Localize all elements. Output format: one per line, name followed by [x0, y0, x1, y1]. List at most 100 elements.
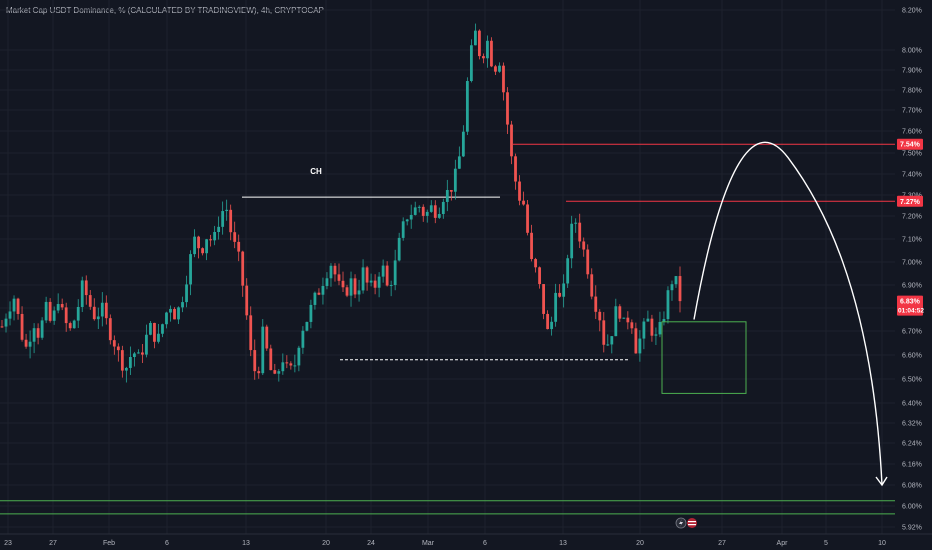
y-tick-label: 7.70% [902, 108, 922, 115]
candle-body [550, 321, 554, 330]
candle-body [397, 237, 401, 261]
candle-body [389, 285, 393, 287]
candle-body [52, 310, 56, 321]
overlays: CH [310, 141, 888, 529]
x-tick-label: 20 [322, 540, 330, 547]
candle-body [0, 326, 4, 328]
candle-body [333, 265, 337, 275]
y-tick-label: 6.70% [902, 329, 922, 336]
candle-body [674, 276, 678, 285]
y-tick-label: 8.20% [902, 8, 922, 15]
candle-body [157, 333, 160, 342]
candle-body [642, 321, 646, 339]
candle-body [317, 292, 321, 295]
candles [0, 23, 682, 383]
y-tick-label: 6.00% [902, 504, 922, 511]
candle-body [48, 301, 52, 321]
candle-body [590, 274, 594, 297]
candle-body [618, 306, 622, 319]
candle-body [361, 267, 365, 291]
candle-body [124, 367, 128, 371]
candle-body [277, 371, 281, 374]
candle-body [289, 363, 293, 366]
us-flag-stripe [688, 521, 696, 523]
candle-body [64, 307, 68, 324]
countdown-label: 01:04:52 [898, 308, 924, 315]
y-tick-label: 7.60% [902, 129, 922, 136]
candle-body [353, 278, 357, 295]
horizontal-levels [0, 143, 895, 515]
candle-body [161, 324, 164, 334]
candle-body [193, 236, 196, 255]
candle-body [108, 318, 112, 341]
candle-body [132, 353, 136, 357]
candle-body [309, 304, 313, 322]
y-tick-label: 7.80% [902, 88, 922, 95]
candle-body [510, 124, 513, 157]
candle-body [478, 30, 481, 57]
y-tick-label: 7.10% [902, 237, 922, 244]
x-tick-label: 20 [636, 540, 644, 547]
candle-body [24, 339, 28, 347]
x-tick-label: Feb [103, 540, 115, 547]
candle-body [273, 370, 277, 374]
candle-body [405, 219, 409, 222]
candle-body [662, 319, 666, 322]
candle-body [4, 318, 8, 327]
candle-body [678, 276, 682, 302]
x-tick-label: Mar [422, 540, 435, 547]
candle-body [245, 285, 249, 316]
candle-body [313, 292, 317, 305]
candle-body [369, 280, 373, 283]
time-axis[interactable]: 23 27 Feb 6 13 20 24 Mar 6 13 20 27 Apr 5 10 [0, 533, 932, 547]
y-tick-label: 6.50% [902, 377, 922, 384]
candle-body [534, 259, 537, 268]
x-tick-label: 23 [4, 540, 12, 547]
y-tick-label: 7.90% [902, 68, 922, 75]
x-tick-label: 10 [878, 540, 886, 547]
candle-body [225, 209, 229, 212]
candle-body [530, 232, 533, 260]
candle-body [634, 328, 638, 354]
projection-arrow [693, 141, 883, 486]
candle-body [28, 341, 32, 347]
x-tick-label: 6 [483, 540, 487, 547]
y-tick-label: 7.40% [902, 172, 922, 179]
candle-body [84, 280, 88, 296]
candle-body [329, 265, 333, 279]
candle-body [457, 156, 461, 169]
candle-body [417, 206, 421, 208]
candle-body [8, 311, 12, 319]
candle-body [622, 317, 626, 319]
y-tick-label: 7.50% [902, 151, 922, 158]
candle-body [630, 322, 634, 329]
candle-body [401, 221, 405, 238]
candle-body [445, 190, 449, 202]
price-tag-label: 7.27% [900, 199, 921, 206]
x-tick-label: 27 [718, 540, 726, 547]
candle-body [494, 66, 497, 72]
x-tick-label: 13 [559, 540, 567, 547]
candle-body [32, 328, 36, 342]
candle-body [80, 280, 84, 307]
candle-body [453, 168, 457, 192]
us-flag-icon [687, 518, 697, 528]
y-tick-label: 6.16% [902, 462, 922, 469]
candle-body [526, 204, 529, 233]
candle-body [20, 313, 24, 340]
candle-body [88, 295, 92, 307]
candle-body [498, 65, 501, 72]
candle-body [602, 320, 606, 345]
candle-body [365, 267, 369, 283]
candle-body [357, 290, 361, 295]
candle-body [305, 321, 309, 331]
candle-body [68, 323, 72, 329]
candle-body [72, 320, 76, 329]
candle-body [265, 326, 269, 349]
candle-body [646, 318, 650, 322]
candle-body [321, 285, 325, 295]
y-tick-label: 7.00% [902, 260, 922, 267]
price-axis[interactable]: 8.20% 8.00% 7.90% 7.80% 7.70% 7.60% 7.50% 7.40%… [902, 8, 922, 532]
candle-body [522, 200, 525, 205]
x-tick-label: 6 [165, 540, 169, 547]
